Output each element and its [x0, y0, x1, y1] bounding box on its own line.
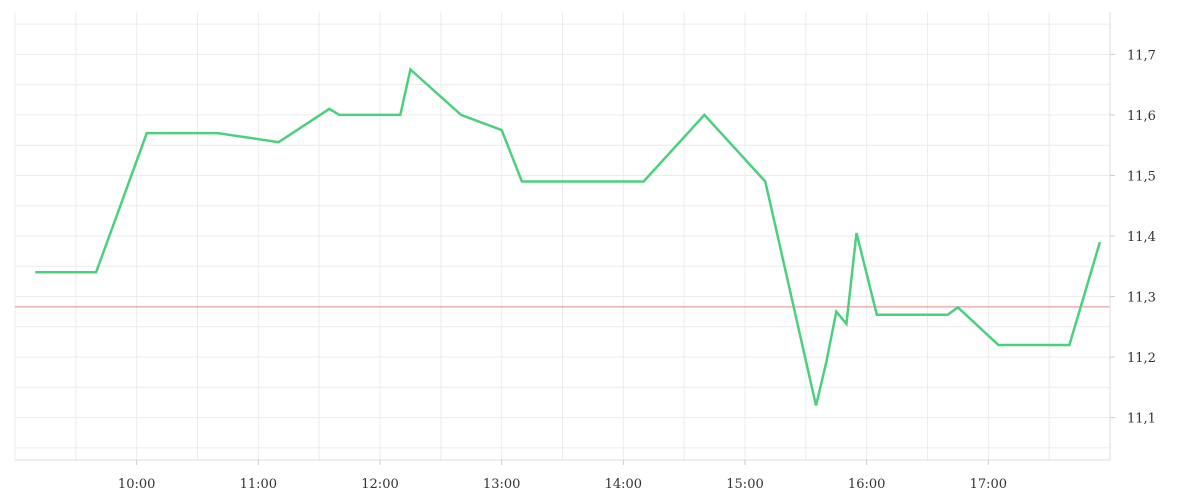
x-tick-label: 11:00	[240, 477, 277, 492]
y-tick-label: 11,2	[1127, 351, 1156, 366]
x-tick-label: 14:00	[605, 477, 642, 492]
grid	[14, 12, 1111, 460]
y-tick-label: 11,6	[1127, 109, 1156, 124]
y-tick-label: 11,7	[1127, 48, 1156, 63]
x-tick-label: 15:00	[726, 477, 763, 492]
x-tick-label: 12:00	[361, 477, 398, 492]
y-tick-label: 11,5	[1127, 169, 1156, 184]
series-layer	[35, 67, 1102, 406]
x-axis: 10:00 11:00 12:00 13:00 14:00 15:00 16:00 17:00	[15, 459, 1110, 492]
y-axis: 11,1 11,2 11,3 11,4 11,5 11,6 11,7	[1109, 12, 1156, 460]
x-tick-label: 10:00	[118, 477, 155, 492]
y-tick-label: 11,1	[1127, 412, 1156, 427]
x-tick-label: 16:00	[848, 477, 885, 492]
series-line-0	[35, 67, 1102, 406]
y-tick-label: 11,4	[1127, 230, 1156, 245]
x-tick-label: 13:00	[483, 477, 520, 492]
y-tick-label: 11,3	[1127, 291, 1156, 306]
x-tick-label: 17:00	[970, 477, 1007, 492]
